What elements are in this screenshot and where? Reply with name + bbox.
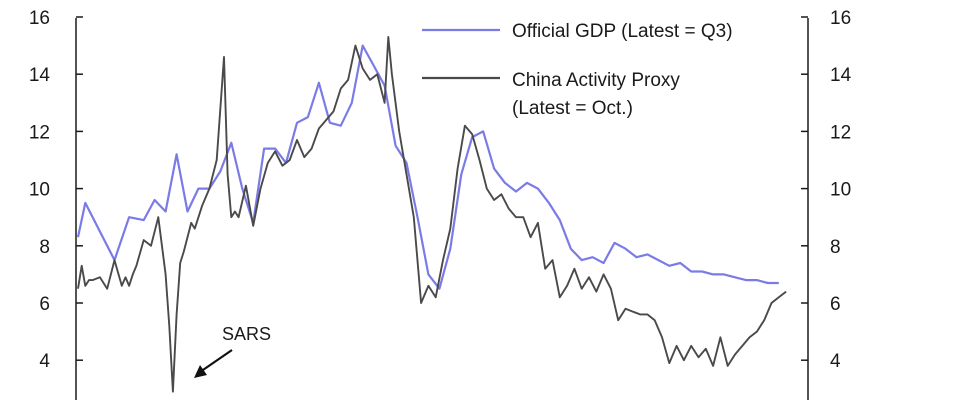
y-tick-left-label: 16 xyxy=(29,8,50,29)
y-tick-left-label: 6 xyxy=(39,294,50,315)
legend-label-gdp: Official GDP (Latest = Q3) xyxy=(512,21,733,42)
y-tick-right-label: 8 xyxy=(830,237,841,258)
axes xyxy=(75,18,809,400)
gdp-series-line xyxy=(76,44,779,290)
y-tick-right-label: 6 xyxy=(830,294,841,315)
sars-annotation: SARS xyxy=(194,324,271,378)
y-tick-left-label: 8 xyxy=(39,237,50,258)
sars-arrow-head xyxy=(194,365,207,378)
y-tick-left-label: 4 xyxy=(39,351,50,372)
legend: Official GDP (Latest = Q3) China Activit… xyxy=(422,21,733,119)
y-tick-left-label: 14 xyxy=(29,65,51,86)
legend-label-proxy: China Activity Proxy xyxy=(512,70,680,91)
y-tick-right-label: 16 xyxy=(830,8,851,29)
y-tick-left-label: 12 xyxy=(29,122,50,143)
y-tick-left-label: 10 xyxy=(29,180,50,201)
y-ticks-left: 4 6 8 10 12 14 16 xyxy=(29,8,83,372)
y-tick-right-label: 4 xyxy=(830,351,841,372)
sars-label: SARS xyxy=(222,324,271,344)
sars-arrow-shaft xyxy=(199,349,233,373)
y-tick-right-label: 12 xyxy=(830,122,851,143)
y-tick-right-label: 14 xyxy=(830,65,852,86)
series-layer xyxy=(76,36,787,393)
y-ticks-right: 4 6 8 10 12 14 16 xyxy=(801,8,852,372)
y-tick-right-label: 10 xyxy=(830,180,851,201)
activity-proxy-series-line xyxy=(77,36,787,393)
legend-label-proxy-latest: (Latest = Oct.) xyxy=(512,98,633,119)
